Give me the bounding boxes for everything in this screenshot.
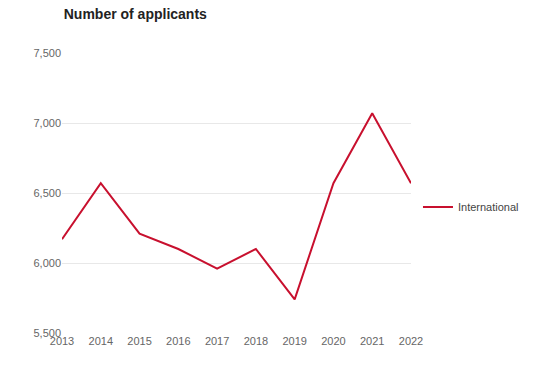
svg-text:2017: 2017 (205, 335, 229, 347)
svg-text:2019: 2019 (282, 335, 306, 347)
svg-text:International: International (458, 201, 519, 213)
svg-text:2021: 2021 (360, 335, 384, 347)
svg-text:6,000: 6,000 (33, 257, 61, 269)
svg-text:6,500: 6,500 (33, 187, 61, 199)
svg-text:2015: 2015 (127, 335, 151, 347)
svg-text:5,500: 5,500 (33, 327, 61, 339)
svg-text:2014: 2014 (89, 335, 113, 347)
svg-text:Number of applicants: Number of applicants (64, 6, 207, 22)
svg-text:2022: 2022 (399, 335, 423, 347)
svg-text:7,000: 7,000 (33, 117, 61, 129)
svg-text:7,500: 7,500 (33, 47, 61, 59)
svg-text:2018: 2018 (244, 335, 268, 347)
svg-text:2020: 2020 (321, 335, 345, 347)
svg-text:2013: 2013 (50, 335, 74, 347)
svg-text:2016: 2016 (166, 335, 190, 347)
